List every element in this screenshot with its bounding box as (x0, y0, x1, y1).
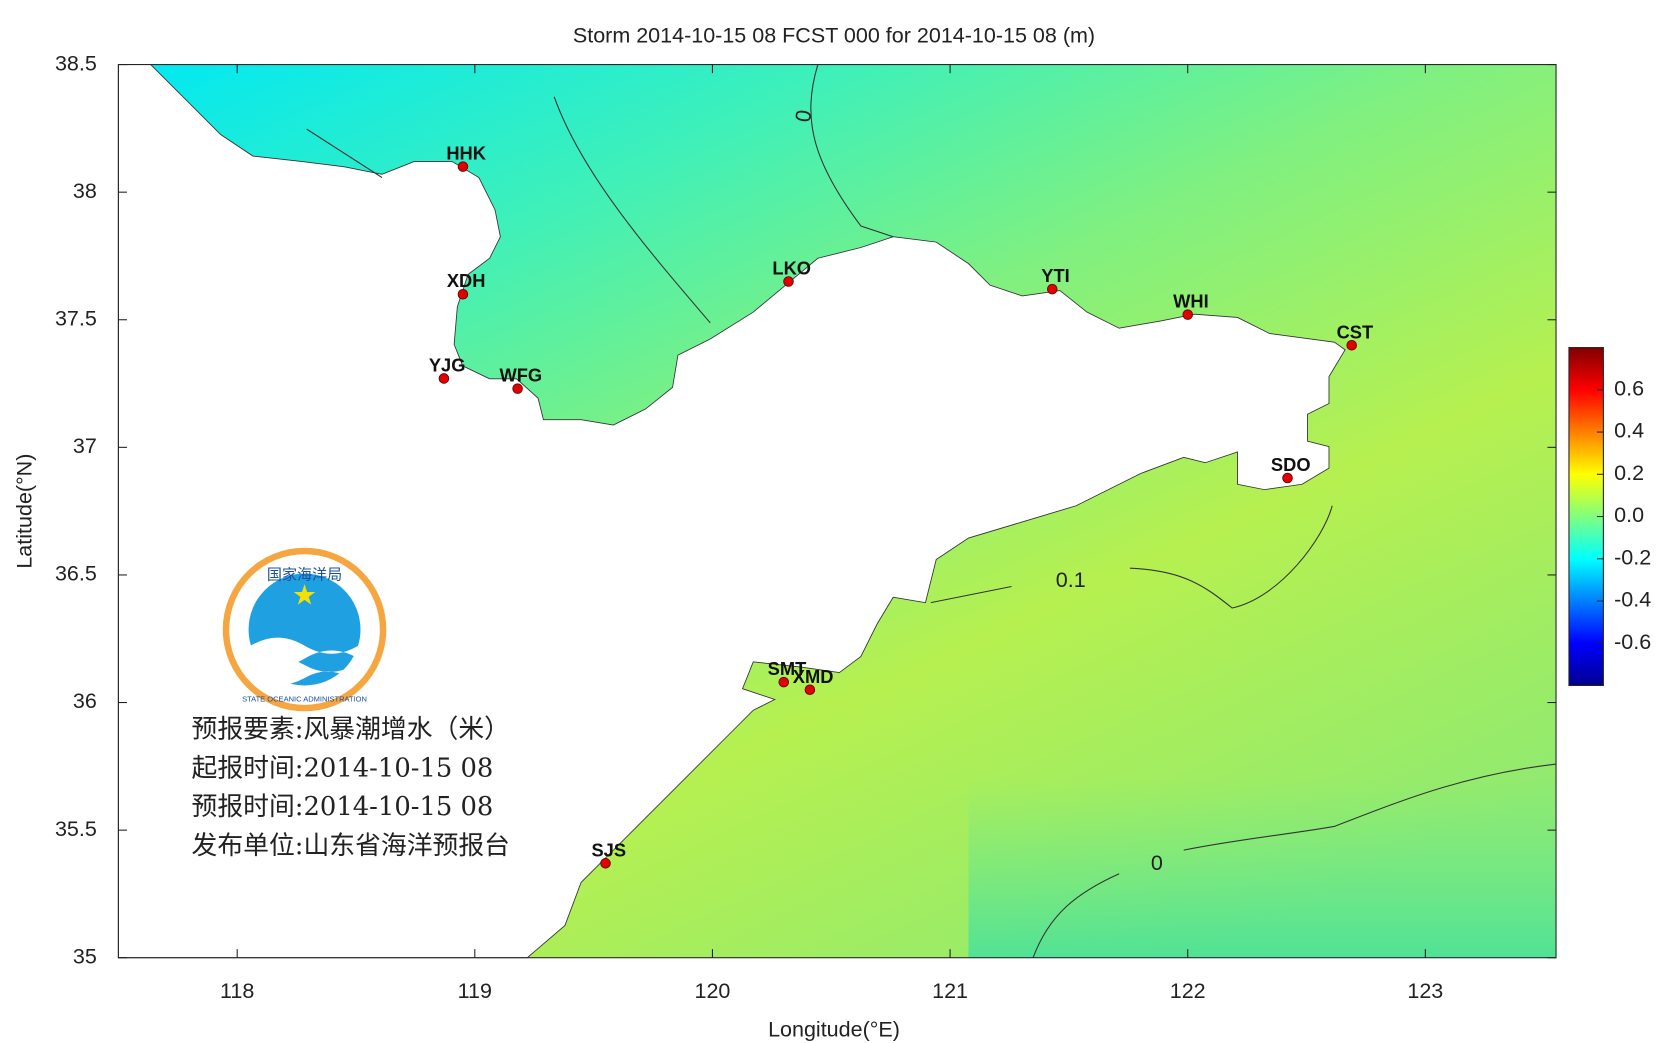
contour-line (1032, 873, 1120, 958)
info-line: 预报时间:2014-10-15 08 (192, 792, 494, 822)
logo-cn: 国家海洋局 (267, 566, 342, 584)
contour-line (306, 128, 383, 179)
x-tick-label: 121 (932, 979, 968, 1003)
station-label: HHK (446, 143, 486, 164)
y-tick-label: 37.5 (55, 306, 97, 330)
y-tick-label: 36 (73, 689, 97, 713)
map-title: Storm 2014-10-15 08 FCST 000 for 2014-10… (573, 23, 1095, 47)
colorbar-tick-label: -0.4 (1614, 588, 1651, 612)
info-line: 起报时间:2014-10-15 08 (192, 753, 494, 783)
x-axis-label: Longitude(°E) (768, 1018, 900, 1042)
x-tick-label: 122 (1170, 979, 1206, 1003)
station (1182, 309, 1193, 320)
x-tick-label: 119 (458, 979, 492, 1003)
contour-line (553, 96, 711, 324)
y-tick-label: 37 (73, 434, 97, 458)
y-tick-label: 38.5 (55, 51, 97, 75)
logo: ★ 国家海洋局 STATE OCEANIC ADMINISTRATION (222, 547, 387, 712)
y-tick-label: 35 (73, 944, 97, 968)
contour-label: 0.1 (1056, 568, 1086, 592)
info-line: 发布单位:山东省海洋预报台 (192, 831, 510, 861)
logo-en: STATE OCEANIC ADMINISTRATION (242, 694, 367, 703)
contour-label: 0 (1151, 851, 1163, 875)
station (1282, 472, 1293, 484)
plot-frame (117, 64, 1557, 959)
station-label: SJS (591, 839, 626, 860)
colorbar-tick-label: 0.2 (1614, 461, 1644, 485)
colorbar-tick-label: 0.0 (1614, 503, 1644, 527)
colorbar-tick-label: -0.2 (1614, 545, 1651, 569)
station (1346, 340, 1357, 351)
colorbar-tick-label: -0.6 (1614, 630, 1651, 654)
station-label: CST (1337, 321, 1374, 342)
station (457, 288, 469, 300)
station-label: SDO (1271, 454, 1311, 475)
station-label: YJG (429, 354, 466, 375)
y-tick-label: 35.5 (55, 817, 97, 841)
station (1046, 283, 1058, 295)
y-axis-label: Latitude(°N) (13, 454, 37, 569)
y-tick-label: 38 (73, 179, 97, 203)
colorbar-tick-label: 0.6 (1614, 377, 1644, 401)
station-label: YTI (1041, 265, 1069, 286)
station (600, 858, 611, 869)
station (457, 161, 469, 172)
station-label: WFG (499, 365, 542, 386)
info-line: 预报要素:风暴潮增水（米） (192, 715, 510, 745)
station-label: XDH (447, 270, 486, 291)
station-label: WHI (1173, 291, 1209, 312)
station-label: LKO (772, 257, 811, 278)
contour-line (1183, 763, 1557, 851)
colorbar-tick-label: 0.4 (1614, 419, 1644, 443)
contour-line (930, 585, 1012, 604)
contour-line (810, 64, 894, 238)
x-tick-label: 123 (1407, 979, 1443, 1003)
station (512, 383, 523, 394)
logo-waves (250, 637, 359, 685)
station-label: XMD (793, 666, 834, 687)
x-tick-label: 118 (220, 979, 254, 1003)
station-label: SMT (768, 658, 807, 679)
sea-field-shade (968, 64, 1557, 958)
contour-line (1129, 505, 1333, 609)
contour-label: 0 (791, 108, 817, 124)
plot-root: Storm 2014-10-15 08 FCST 000 for 2014-10… (13, 23, 1652, 1041)
station (438, 373, 450, 384)
logo-star: ★ (292, 580, 317, 611)
station (804, 684, 816, 696)
station (778, 676, 790, 688)
land (117, 64, 1346, 959)
y-tick-label: 36.5 (55, 562, 97, 586)
station (783, 276, 794, 287)
x-tick-label: 120 (694, 979, 730, 1003)
